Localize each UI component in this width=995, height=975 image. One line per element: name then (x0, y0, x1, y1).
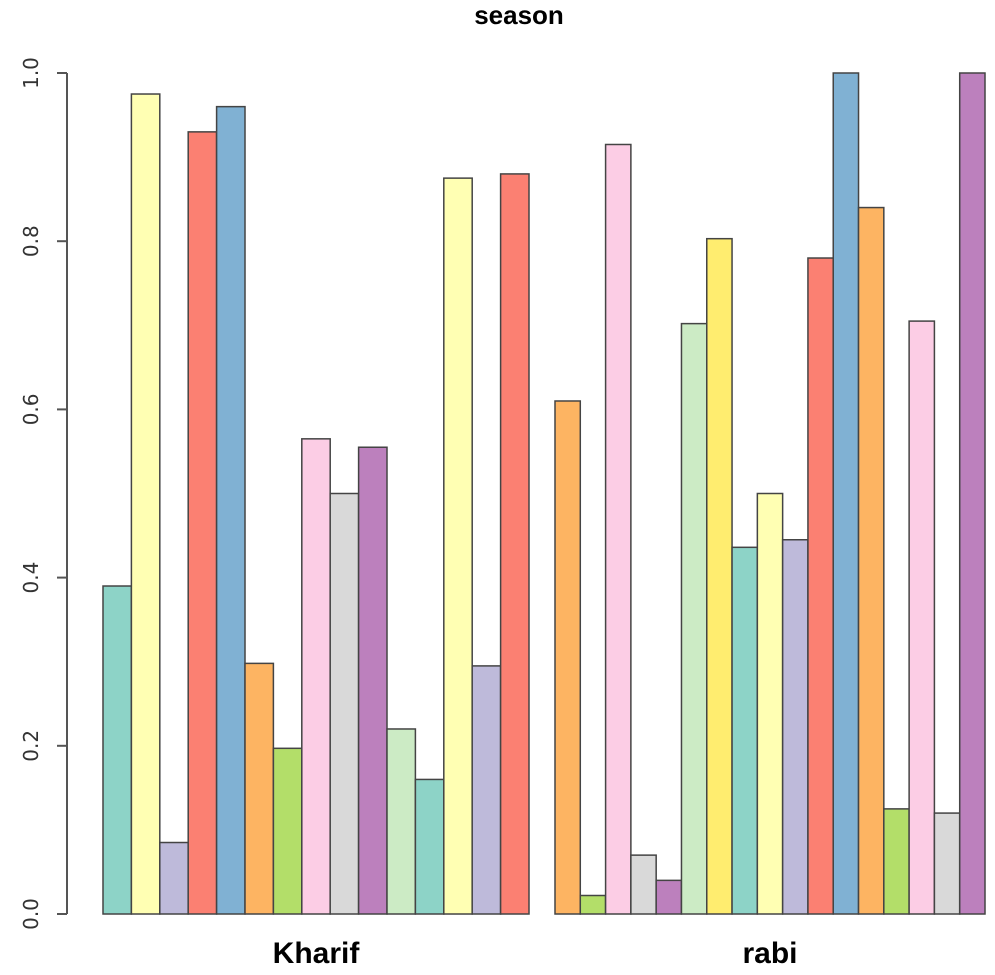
bar-kharif-10 (357, 446, 388, 915)
bar-kharif-2 (130, 93, 161, 915)
bar-rabi-8 (731, 546, 759, 915)
bar-kharif-11 (386, 728, 417, 915)
bar-rabi-7 (706, 237, 733, 915)
bar-rabi-1 (554, 400, 582, 915)
bar-rabi-14 (883, 808, 910, 915)
bar-kharif-8 (301, 438, 331, 915)
bar-rabi-5 (655, 879, 683, 915)
bar-kharif-5 (215, 105, 246, 915)
bar-rabi-4 (630, 854, 657, 915)
y-tick-label: 0.2 (19, 730, 43, 762)
bar-kharif-7 (272, 747, 303, 915)
bar-rabi-12 (832, 72, 860, 915)
bar-rabi-15 (908, 320, 936, 915)
bar-rabi-16 (933, 812, 961, 915)
y-tick-label: 0.4 (19, 562, 43, 594)
bar-kharif-4 (187, 131, 218, 915)
bar-rabi-6 (680, 322, 708, 915)
bar-rabi-3 (604, 143, 632, 915)
bar-kharif-15 (499, 173, 530, 915)
bar-rabi-2 (579, 894, 607, 915)
x-axis: Kharif rabi (273, 937, 798, 970)
y-axis: 0.0 0.2 0.4 0.6 0.8 1.0 (19, 57, 68, 930)
category-label: rabi (742, 937, 797, 970)
category-label: Kharif (273, 937, 361, 970)
bar-kharif-14 (471, 665, 502, 915)
y-tick-label: 0.0 (19, 898, 43, 930)
y-tick-label: 1.0 (19, 57, 43, 89)
bar-kharif-13 (443, 177, 473, 915)
bar-rabi-17 (958, 72, 986, 915)
bar-rabi-10 (781, 539, 809, 915)
bar-rabi-11 (807, 257, 834, 915)
bars-group (102, 72, 986, 915)
bar-kharif-9 (329, 492, 360, 915)
y-tick-label: 0.8 (19, 225, 43, 257)
bar-kharif-12 (414, 778, 445, 915)
y-tick-label: 0.6 (19, 393, 43, 425)
chart-title: season (474, 0, 564, 30)
bar-kharif-6 (244, 662, 275, 915)
bar-rabi-13 (857, 206, 885, 915)
bar-kharif-3 (159, 841, 189, 915)
bar-rabi-9 (756, 492, 784, 915)
bar-kharif-1 (102, 585, 133, 915)
